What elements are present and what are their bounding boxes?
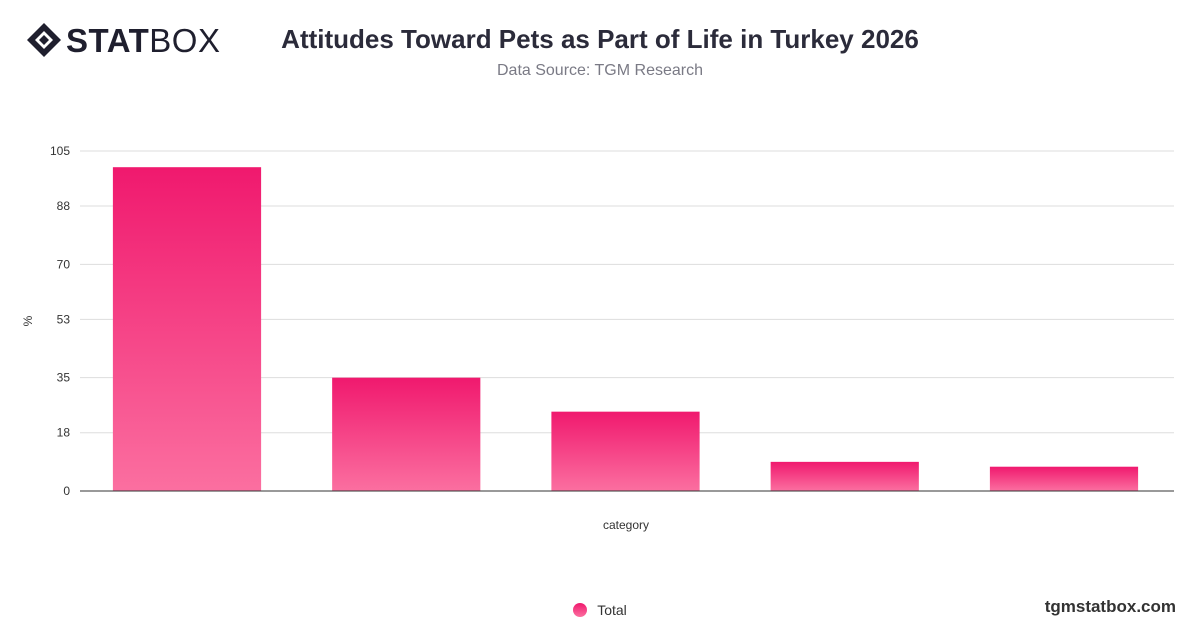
bar-4 [770, 461, 919, 491]
logo-text: STATBOX [66, 24, 220, 57]
bars [112, 167, 1139, 491]
bar-2 [332, 377, 481, 491]
bar-1 [112, 167, 262, 491]
y-tick-label: 35 [57, 371, 71, 385]
y-tick-label: 18 [57, 426, 71, 440]
y-axis-label: % [21, 315, 35, 326]
y-axis-ticks: 0 18 35 53 70 88 105 [50, 144, 70, 498]
y-tick-label: 53 [57, 312, 71, 326]
chart-title: Attitudes Toward Pets as Part of Life in… [281, 24, 919, 54]
legend-label-total: Total [597, 602, 627, 618]
statbox-diamond-icon [27, 23, 61, 57]
y-tick-label: 88 [57, 199, 71, 213]
x-axis-label: category [603, 518, 649, 532]
chart-subtitle: Data Source: TGM Research [496, 62, 703, 79]
bar-3 [551, 411, 700, 491]
y-tick-label: 105 [50, 144, 70, 158]
y-tick-label: 0 [63, 484, 70, 498]
y-tick-label: 70 [57, 257, 71, 271]
website-label: tgmstatbox.com [1044, 597, 1176, 616]
bar-5 [989, 466, 1139, 491]
legend-swatch-total [573, 603, 588, 617]
statbox-logo: STATBOX [26, 22, 220, 58]
logo-text-light: BOX [149, 21, 221, 59]
legend: Total [0, 602, 1200, 618]
logo-text-bold: STAT [66, 21, 150, 59]
